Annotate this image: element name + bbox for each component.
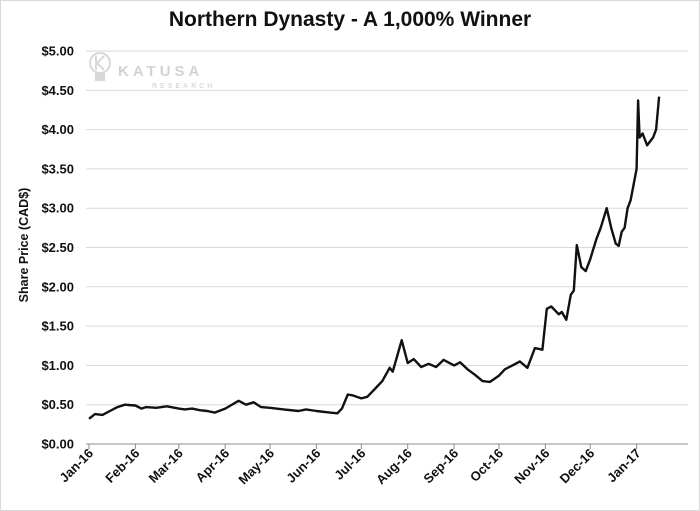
y-tick-label: $3.50 [41,161,74,176]
y-tick-label: $0.50 [41,397,74,412]
x-tick-label: Aug-16 [373,446,415,488]
gridlines [86,50,688,406]
y-tick-label: $3.00 [41,201,74,216]
x-tick-label: Nov-16 [511,446,552,487]
x-tick-label: Oct-16 [467,446,506,485]
watermark-word: KATUSA [118,63,203,80]
y-tick-label: $1.00 [41,358,74,373]
y-tick-label: $4.50 [41,83,74,98]
katusa-watermark: KATUSA RESEARCH [89,52,215,90]
x-axis: Jan-16 Feb-16 Mar-16 Apr-16 May-16 Jun-16 Jul-… [56,443,688,488]
watermark-sub: RESEARCH [152,83,215,90]
x-tick-label: Mar-16 [146,446,186,486]
x-tick-label: Jan-17 [604,446,644,486]
x-tick-label: Apr-16 [193,446,233,486]
price-line [88,96,661,420]
lightbulb-k-icon [89,52,111,81]
y-tick-label: $0.00 [41,437,74,452]
chart-title: Northern Dynasty - A 1,000% Winner [168,8,532,31]
y-tick-label: $5.00 [41,44,74,59]
x-tick-label: Jul-16 [331,446,368,483]
x-tick-label: Sep-16 [420,446,461,487]
x-tick-label: Jun-16 [283,446,323,486]
y-tick-labels: $0.00 $0.50 $1.00 $1.50 $2.00 $2.50 $3.00 $3.50… [41,44,74,452]
y-tick-label: $4.00 [41,122,74,137]
y-tick-label: $2.50 [41,240,74,255]
x-tick-label: Feb-16 [102,446,142,486]
x-tick-label: Dec-16 [557,446,598,487]
x-tick-label: May-16 [235,446,277,488]
y-tick-label: $1.50 [41,319,74,334]
y-tick-label: $2.00 [41,279,74,294]
